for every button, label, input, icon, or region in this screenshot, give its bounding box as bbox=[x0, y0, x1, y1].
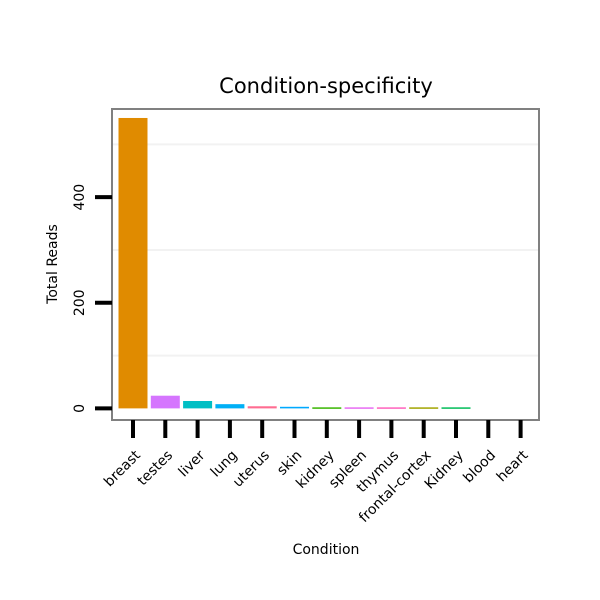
plot-border bbox=[111, 108, 540, 421]
bar-liver bbox=[183, 400, 213, 409]
bar-testes bbox=[150, 395, 180, 409]
gridlines bbox=[112, 143, 539, 357]
bar-spleen bbox=[344, 407, 374, 409]
x-tick-label-testes: testes bbox=[135, 448, 177, 490]
y-tick-label: 400 bbox=[72, 184, 88, 211]
bar-uterus bbox=[247, 406, 277, 409]
bar-kidney bbox=[312, 407, 342, 409]
x-tick-label-uterus: uterus bbox=[230, 448, 273, 491]
x-tick-label-breast: breast bbox=[101, 447, 144, 490]
chart-title: Condition-specificity bbox=[219, 74, 433, 98]
x-tick-label-heart: heart bbox=[494, 447, 532, 485]
x-tick-label-liver: liver bbox=[176, 447, 209, 480]
bar-skin bbox=[280, 406, 309, 409]
bar-thymus bbox=[376, 407, 406, 409]
bars bbox=[118, 117, 471, 409]
y-tick-label: 0 bbox=[72, 404, 88, 413]
bar-breast bbox=[118, 117, 148, 409]
y-tick-label: 200 bbox=[72, 289, 88, 316]
x-axis-label: Condition bbox=[293, 542, 360, 558]
bar-frontal-cortex bbox=[409, 407, 439, 409]
bar-lung bbox=[215, 404, 245, 409]
x-tick-label-blood: blood bbox=[460, 448, 499, 487]
bar-kidney bbox=[441, 407, 471, 409]
y-axis-label: Total Reads bbox=[45, 224, 61, 305]
y-axis: 0 200 400 bbox=[72, 184, 112, 413]
